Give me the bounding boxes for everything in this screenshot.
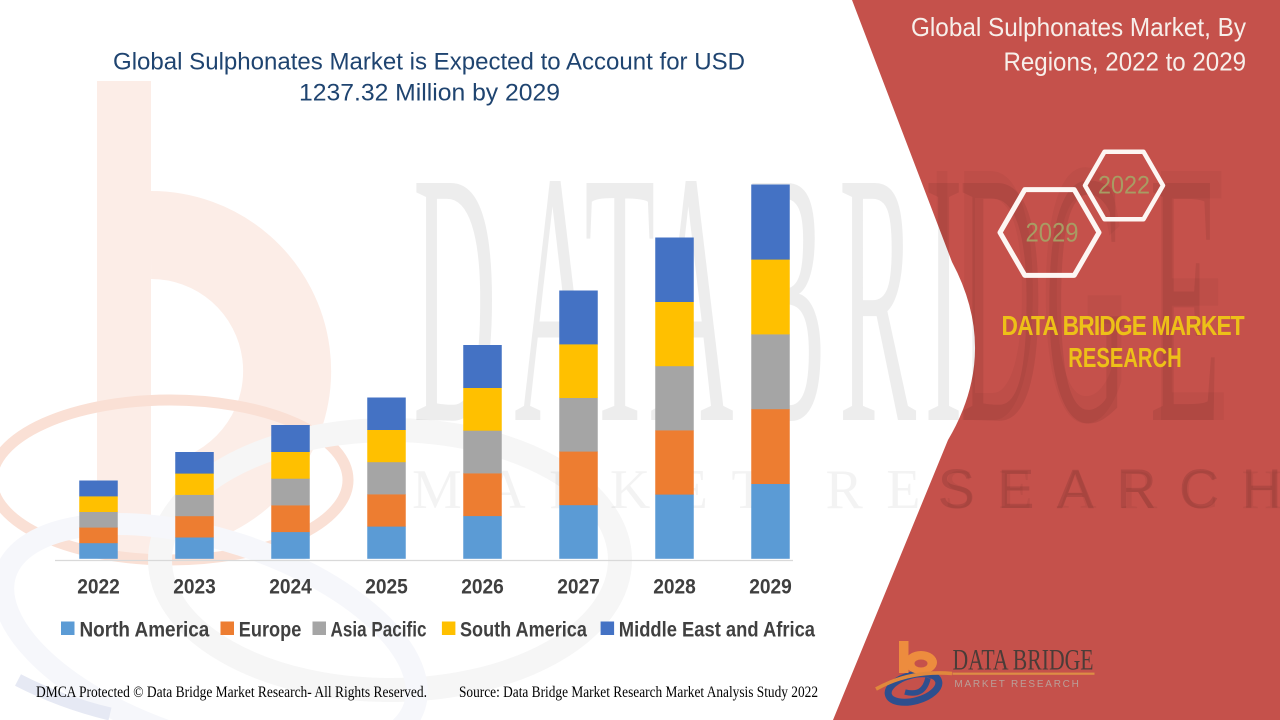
svg-text:2029: 2029 [1026, 218, 1079, 248]
svg-text:MARKET RESEARCH: MARKET RESEARCH [954, 679, 1082, 690]
svg-text:South America: South America [460, 618, 587, 641]
svg-text:2026: 2026 [461, 576, 504, 599]
svg-text:Global Sulphonates Market, By: Global Sulphonates Market, By [911, 12, 1246, 42]
svg-text:2024: 2024 [269, 576, 312, 599]
svg-text:2025: 2025 [365, 576, 408, 599]
svg-text:Middle East and Africa: Middle East and Africa [619, 618, 815, 641]
svg-text:DATA BRIDGE: DATA BRIDGE [413, 99, 1220, 499]
svg-text:DATA BRIDGE MARKET: DATA BRIDGE MARKET [1002, 310, 1245, 341]
svg-text:2027: 2027 [557, 576, 600, 599]
svg-text:MARKET RESEARCH: MARKET RESEARCH [412, 459, 1280, 521]
svg-text:Source: Data Bridge Market Res: Source: Data Bridge Market Research Mark… [459, 684, 818, 701]
svg-text:Europe: Europe [239, 618, 301, 641]
svg-text:2028: 2028 [653, 576, 696, 599]
svg-text:2029: 2029 [749, 576, 792, 599]
svg-text:1237.32 Million by 2029: 1237.32 Million by 2029 [299, 80, 560, 107]
svg-text:DMCA Protected © Data Bridge M: DMCA Protected © Data Bridge Market Rese… [36, 684, 427, 701]
svg-text:2022: 2022 [1098, 172, 1150, 200]
svg-text:DATA BRIDGE: DATA BRIDGE [953, 644, 1094, 677]
svg-text:2022: 2022 [77, 576, 120, 599]
svg-text:North America: North America [80, 618, 210, 641]
svg-text:RESEARCH: RESEARCH [1068, 342, 1181, 373]
svg-text:Global Sulphonates Market is E: Global Sulphonates Market is Expected to… [113, 49, 745, 76]
svg-text:Regions, 2022 to 2029: Regions, 2022 to 2029 [1004, 46, 1247, 76]
svg-text:Asia Pacific: Asia Pacific [331, 618, 427, 641]
svg-text:2023: 2023 [173, 576, 216, 599]
